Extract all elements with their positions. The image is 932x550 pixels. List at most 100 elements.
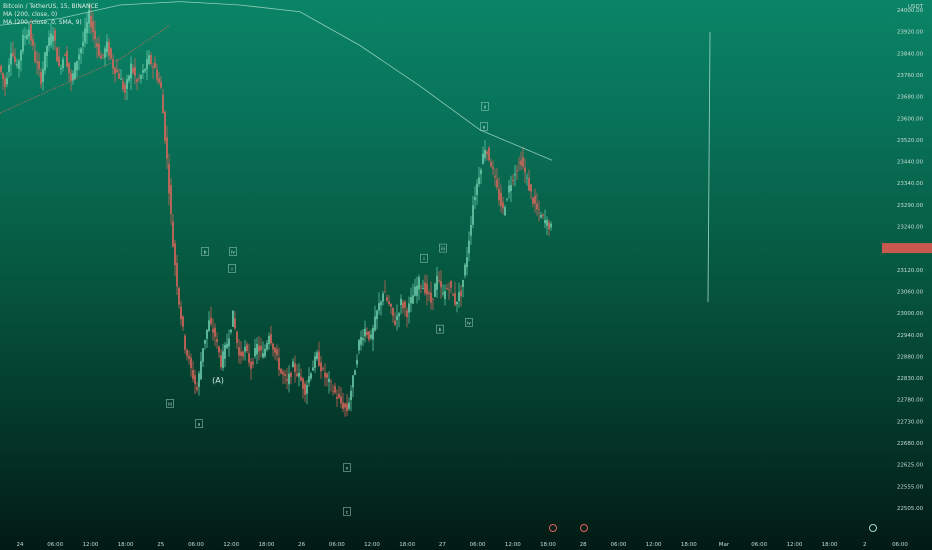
candle-body bbox=[312, 367, 314, 371]
candle-body bbox=[318, 351, 320, 366]
candle-body bbox=[116, 69, 118, 72]
candle-body bbox=[230, 329, 232, 333]
candle-body bbox=[124, 84, 126, 93]
candle-body bbox=[390, 304, 392, 307]
wave-label-box bbox=[195, 419, 203, 428]
candle-body bbox=[420, 286, 422, 287]
candle-body bbox=[32, 39, 34, 46]
price-tick-label: 23000.00 bbox=[897, 311, 924, 317]
candle-body bbox=[506, 198, 508, 200]
candle-body bbox=[170, 184, 172, 215]
candle-body bbox=[520, 160, 522, 166]
candle-body bbox=[288, 373, 290, 385]
candle-body bbox=[366, 331, 368, 336]
candle-body bbox=[106, 41, 108, 52]
candle-body bbox=[166, 137, 168, 159]
candle-body bbox=[314, 356, 316, 368]
candle-body bbox=[456, 301, 458, 305]
price-tick-label: 24000.00 bbox=[897, 8, 924, 14]
candle-body bbox=[334, 386, 336, 393]
time-tick-label: 12:00 bbox=[646, 542, 662, 548]
candle-body bbox=[90, 15, 92, 28]
candle-body bbox=[162, 94, 164, 114]
candle-body bbox=[24, 36, 26, 38]
candle-body bbox=[418, 277, 420, 290]
candle-body bbox=[66, 51, 68, 67]
candle-body bbox=[494, 175, 496, 178]
candle-body bbox=[440, 280, 442, 288]
candle-body bbox=[442, 292, 444, 294]
price-tick-label: 23920.00 bbox=[897, 30, 924, 36]
wave-label-box bbox=[343, 507, 351, 516]
candle-body bbox=[238, 347, 240, 356]
candle-body bbox=[272, 343, 274, 350]
price-tick-label: 23840.00 bbox=[897, 51, 924, 57]
time-tick-label: 06:00 bbox=[610, 542, 626, 548]
candle-body bbox=[474, 197, 476, 201]
candle-body bbox=[296, 373, 298, 376]
candle-body bbox=[364, 328, 366, 337]
candle-body bbox=[154, 62, 156, 68]
candle-body bbox=[460, 290, 462, 296]
candle-body bbox=[88, 10, 90, 24]
candle-body bbox=[220, 355, 222, 368]
candle-body bbox=[132, 68, 134, 73]
ma-legend-1: MA (200, close, 0) bbox=[3, 11, 58, 18]
candle-body bbox=[152, 66, 154, 68]
candle-body bbox=[198, 373, 200, 388]
candle-body bbox=[44, 52, 46, 71]
event-marker-icon bbox=[869, 524, 877, 532]
candle-body bbox=[432, 298, 434, 300]
candle-body bbox=[428, 292, 430, 295]
candle-body bbox=[454, 293, 456, 305]
time-tick-label: 06:00 bbox=[892, 542, 908, 548]
time-tick-label: 12:00 bbox=[223, 542, 239, 548]
candle-body bbox=[268, 335, 270, 344]
price-tick-label: 23600.00 bbox=[897, 116, 924, 122]
candle-body bbox=[406, 310, 408, 318]
candle-body bbox=[36, 61, 38, 64]
candle-body bbox=[286, 378, 288, 381]
time-tick-label: 12:00 bbox=[82, 542, 98, 548]
candle-body bbox=[324, 372, 326, 378]
candle-body bbox=[130, 63, 132, 79]
candle-body bbox=[94, 30, 96, 40]
time-tick-label: 06:00 bbox=[188, 542, 204, 548]
wave-label: iv bbox=[467, 320, 471, 326]
candle-body bbox=[168, 163, 170, 194]
candle-body bbox=[434, 283, 436, 297]
candle-body bbox=[110, 48, 112, 59]
candle-body bbox=[546, 219, 548, 226]
price-tick-label: 23520.00 bbox=[897, 138, 924, 144]
wave-label-box bbox=[480, 122, 488, 131]
candle-body bbox=[448, 289, 450, 291]
candle-body bbox=[490, 161, 492, 167]
candle-body bbox=[112, 59, 114, 69]
candle-body bbox=[156, 69, 158, 80]
candle-body bbox=[384, 291, 386, 293]
time-tick-label: 28 bbox=[580, 542, 587, 548]
candle-body bbox=[436, 275, 438, 290]
candle-body bbox=[370, 334, 372, 339]
time-tick-label: 06:00 bbox=[47, 542, 63, 548]
wave-label: a bbox=[483, 126, 486, 131]
candle-body bbox=[216, 339, 218, 342]
candle-body bbox=[262, 353, 264, 358]
price-tick-label: 22555.00 bbox=[897, 484, 924, 490]
candle-body bbox=[424, 282, 426, 294]
candle-body bbox=[526, 177, 528, 179]
candle-body bbox=[278, 358, 280, 370]
price-tick-label: 22940.00 bbox=[897, 333, 924, 339]
candle-body bbox=[46, 46, 48, 56]
wave-label-big: (A) bbox=[212, 376, 224, 385]
candle-body bbox=[186, 349, 188, 356]
time-tick-label: 26 bbox=[298, 542, 305, 548]
candle-body bbox=[196, 387, 198, 390]
candle-body bbox=[478, 177, 480, 184]
candle-body bbox=[164, 111, 166, 141]
candle-body bbox=[382, 293, 384, 302]
candle-body bbox=[458, 292, 460, 302]
wave-label: b bbox=[204, 249, 207, 255]
